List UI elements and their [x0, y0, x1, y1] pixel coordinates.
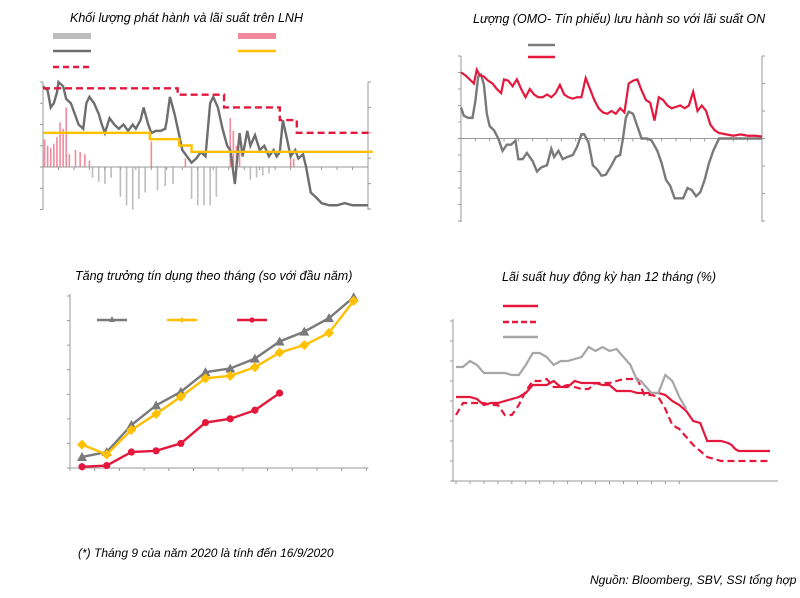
marker-2020: [201, 418, 210, 427]
marker-2019: [324, 327, 334, 338]
tinphieu-bar: [203, 167, 205, 206]
tinphieu-bar: [249, 167, 252, 180]
series-lai-suat-lnh-qua-dem: [460, 66, 763, 138]
marker-2019: [175, 391, 186, 402]
tinphieu-bar: [190, 167, 193, 199]
omo-bar: [79, 152, 81, 167]
omo-bar: [150, 141, 153, 167]
legend-swatch-tinphieu: [53, 33, 91, 39]
chart1-title: Khối lượng phát hành và lãi suất trên LN…: [70, 11, 303, 25]
omo-bar: [184, 158, 187, 167]
marker-2019: [77, 439, 87, 450]
omo-bar: [46, 145, 49, 167]
marker-2019: [274, 347, 285, 358]
marker-2020: [177, 439, 185, 448]
tinphieu-bar: [164, 167, 167, 187]
omo-bar: [62, 128, 64, 167]
omo-bar: [289, 154, 292, 167]
omo-bar: [238, 150, 241, 167]
marker-2020: [152, 447, 160, 455]
tinphieu-bar: [261, 167, 264, 176]
tinphieu-bar: [97, 167, 100, 182]
marker-2019: [200, 373, 211, 384]
series-4-NHTMCP-NN: [456, 379, 771, 453]
marker-2018: [200, 367, 211, 377]
series-2020: [81, 392, 281, 468]
omo-bar: [49, 147, 52, 167]
tinphieu-bar: [131, 167, 134, 210]
tinphieu-bar: [172, 167, 174, 184]
omo-bar: [229, 118, 232, 167]
tinphieu-bar: [268, 167, 270, 174]
series-lai-suat-tin-phieu: [43, 131, 373, 154]
tinphieu-bar: [144, 167, 146, 193]
series-2019: [81, 300, 355, 456]
marker-2019: [249, 362, 260, 373]
marker-2018: [324, 313, 334, 323]
series-omo-tinphieu-outstanding: [459, 72, 762, 200]
chart1-issuance: [40, 33, 373, 210]
footnote: (*) Tháng 9 của năm 2020 là tính đến 16/…: [78, 546, 334, 560]
series-Nhóm-NHTMCP-lớn: [455, 377, 771, 463]
marker-2018: [126, 420, 137, 429]
marker-2020: [78, 463, 86, 471]
marker-2020: [103, 461, 111, 470]
tinphieu-bar: [196, 167, 199, 206]
marker-2020: [226, 415, 234, 423]
marker-2019: [126, 424, 137, 435]
tinphieu-bar: [215, 167, 218, 197]
omo-bar: [74, 150, 77, 167]
marker-2018: [249, 353, 260, 363]
series-Nhóm-NHTMCP-khác: [456, 345, 688, 410]
legend-marker-2020: [249, 317, 255, 323]
omo-bar: [65, 107, 68, 167]
marker-2020: [127, 448, 135, 456]
marker-2020: [276, 389, 284, 397]
marker-2019: [101, 449, 112, 460]
series-lai-suat-omo: [43, 87, 373, 135]
marker-2019: [151, 408, 162, 419]
chart3-title: Tăng trưởng tín dụng theo tháng (so với …: [75, 269, 353, 283]
marker-2019: [348, 295, 359, 306]
chart3-credit-growth: [67, 292, 369, 471]
omo-bar: [83, 154, 86, 167]
omo-bar: [53, 143, 55, 167]
marker-2019: [299, 340, 310, 351]
tinphieu-bar: [119, 167, 122, 197]
marker-2018: [274, 336, 285, 346]
omo-bar: [43, 139, 46, 167]
omo-bar: [232, 130, 235, 167]
chart2-omo-vs-on: [458, 43, 765, 222]
marker-2020: [251, 406, 259, 414]
series-lai-suat-on: [42, 79, 368, 207]
tinphieu-bar: [138, 167, 140, 199]
legend-swatch-omo-bar: [238, 33, 276, 39]
chart4-deposit-rate: [450, 304, 778, 484]
chart4-title: Lãi suất huy động kỳ hạn 12 tháng (%): [502, 270, 717, 284]
tinphieu-bar: [209, 167, 211, 206]
tinphieu-bar: [156, 167, 159, 191]
marker-2019: [225, 370, 236, 381]
marker-2018: [151, 400, 162, 410]
omo-bar: [292, 158, 295, 167]
chart2-title: Lượng (OMO- Tín phiếu) lưu hành so với l…: [473, 12, 766, 26]
omo-bar: [68, 154, 71, 167]
legend-marker-2018: [109, 316, 115, 322]
marker-2018: [225, 363, 236, 373]
tinphieu-bar: [255, 167, 258, 178]
omo-bar: [56, 137, 58, 167]
legend-marker-2019: [179, 317, 185, 323]
source-note: Nguồn: Bloomberg, SBV, SSI tổng hợp: [590, 573, 797, 587]
tinphieu-bar: [104, 167, 106, 184]
marker-2018: [77, 451, 87, 461]
marker-2018: [299, 326, 310, 336]
tinphieu-bar: [125, 167, 128, 206]
tinphieu-bar: [110, 167, 112, 178]
omo-bar: [88, 160, 91, 167]
omo-bar: [59, 122, 61, 167]
tinphieu-bar: [91, 167, 94, 178]
